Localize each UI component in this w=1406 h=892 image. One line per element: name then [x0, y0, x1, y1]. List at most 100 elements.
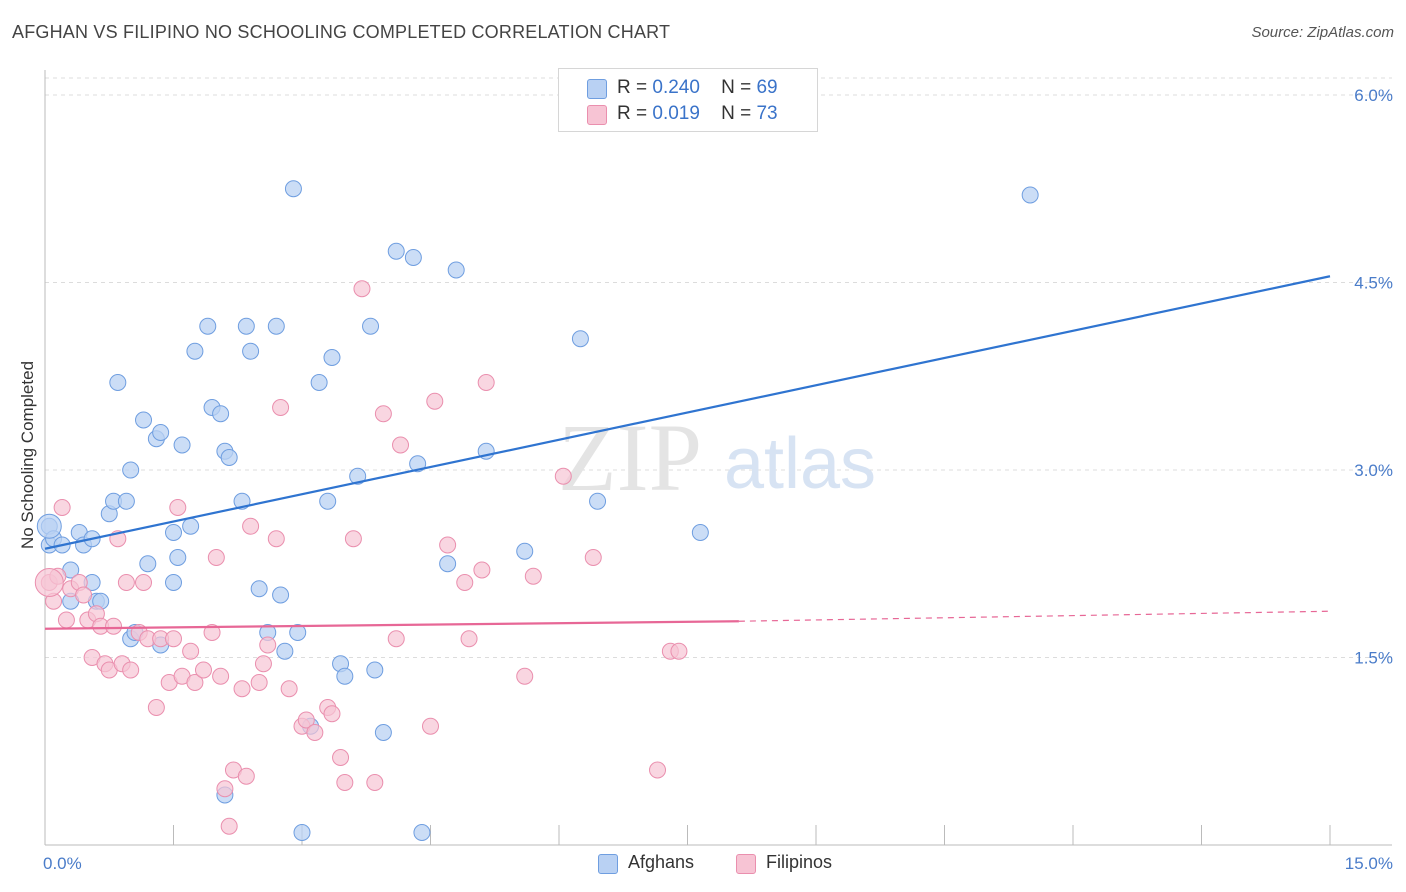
afghans-swatch — [598, 854, 618, 874]
x-tick-label: 0.0% — [43, 854, 82, 873]
afghans-point — [165, 574, 182, 591]
filipinos-legend-label: Filipinos — [766, 852, 833, 872]
bottom-legend: Afghans Filipinos — [0, 852, 1406, 876]
filipinos-point — [212, 667, 230, 685]
source-label: Source: ZipAtlas.com — [1251, 24, 1394, 41]
y-tick-label: 6.0% — [1354, 86, 1393, 105]
filipinos-trend-extension — [738, 610, 1331, 622]
watermark: ZIP atlas — [558, 404, 876, 511]
tick-labels: 1.5% 3.0% 4.5% 6.0% 0.0% 15.0% — [43, 86, 1393, 873]
legend-r-label: R = — [617, 103, 648, 124]
filipinos-point — [306, 724, 324, 741]
afghans-point — [152, 424, 170, 441]
afghans-point — [404, 249, 422, 266]
trend-lines — [44, 275, 1331, 630]
afghans-point — [1021, 186, 1039, 204]
filipinos-point — [254, 655, 272, 673]
filipinos-points — [34, 280, 688, 835]
filipinos-point — [122, 661, 140, 679]
legend-r-value: 0.240 — [652, 77, 700, 98]
filipinos-point — [259, 636, 277, 654]
afghans-point — [374, 724, 392, 741]
filipinos-point — [297, 711, 315, 729]
afghans-point — [122, 461, 140, 479]
filipinos-point — [75, 586, 93, 604]
legend-r-label: R = — [617, 77, 648, 98]
filipinos-point — [207, 549, 225, 566]
afghans-point — [366, 661, 384, 679]
filipinos-point — [323, 705, 341, 723]
x-tick-label: 15.0% — [1345, 854, 1393, 873]
afghans-point — [691, 524, 709, 541]
legend-n-value: 73 — [756, 103, 778, 124]
filipinos-point — [186, 674, 204, 691]
afghans-point — [409, 455, 427, 473]
filipinos-point — [649, 761, 667, 779]
chart-title: AFGHAN VS FILIPINO NO SCHOOLING COMPLETE… — [12, 22, 671, 42]
legend-swatch-filipinos — [587, 105, 607, 125]
afghans-points — [36, 180, 1039, 841]
filipinos-point — [165, 630, 182, 648]
filipinos-point — [554, 467, 572, 485]
afghans-point — [267, 317, 285, 335]
filipinos-point — [387, 630, 405, 648]
afghans-point — [242, 342, 260, 360]
watermark-atlas: atlas — [724, 424, 876, 504]
afghans-point — [186, 342, 204, 360]
y-tick-label: 1.5% — [1354, 649, 1393, 668]
filipinos-point — [117, 574, 135, 591]
filipinos-point — [353, 280, 371, 298]
filipinos-point — [267, 530, 285, 548]
afghans-point — [293, 824, 311, 841]
afghans-trend-line — [44, 275, 1331, 550]
afghans-point — [289, 624, 307, 641]
filipinos-point — [34, 568, 64, 597]
afghans-point — [571, 330, 589, 348]
afghans-point — [276, 642, 294, 660]
filipinos-point — [135, 574, 153, 591]
legend-n-value: 69 — [756, 77, 778, 98]
filipinos-point — [670, 642, 688, 660]
filipinos-point — [392, 436, 410, 454]
filipinos-point — [422, 717, 439, 735]
afghans-point — [36, 513, 62, 539]
afghans-point — [237, 317, 255, 335]
filipinos-trend-line — [44, 620, 739, 630]
filipinos-swatch — [736, 854, 756, 874]
y-tick-label: 3.0% — [1354, 461, 1393, 480]
filipinos-point — [456, 574, 474, 591]
afghans-point — [516, 542, 534, 560]
filipinos-point — [344, 530, 362, 548]
filipinos-point — [57, 611, 75, 629]
afghans-legend-label: Afghans — [628, 852, 695, 872]
afghans-point — [319, 492, 337, 510]
legend-r-value: 0.019 — [652, 103, 700, 124]
filipinos-point — [584, 549, 602, 566]
filipinos-point — [272, 399, 290, 416]
grid-lines — [45, 77, 1392, 658]
afghans-point — [439, 555, 457, 573]
filipinos-point — [366, 774, 384, 791]
filipinos-point — [147, 699, 165, 716]
filipinos-point — [182, 642, 200, 660]
filipinos-point — [460, 630, 478, 648]
watermark-zip: ZIP — [558, 404, 702, 511]
afghans-point — [387, 242, 405, 260]
filipinos-point — [203, 624, 221, 641]
afghans-point — [413, 824, 431, 841]
filipinos-point — [105, 617, 123, 635]
afghans-point — [589, 492, 607, 510]
filipinos-point — [280, 680, 298, 698]
filipinos-point — [53, 499, 71, 516]
afghans-point — [250, 580, 268, 598]
filipinos-point — [242, 517, 260, 535]
filipinos-point — [439, 536, 457, 554]
afghans-point — [284, 180, 302, 198]
afghans-point — [135, 411, 153, 429]
filipinos-point — [233, 680, 251, 698]
filipinos-point — [477, 374, 495, 391]
afghans-point — [323, 349, 341, 366]
filipinos-point — [426, 392, 444, 410]
afghans-point — [199, 317, 217, 335]
afghans-point — [212, 405, 230, 423]
